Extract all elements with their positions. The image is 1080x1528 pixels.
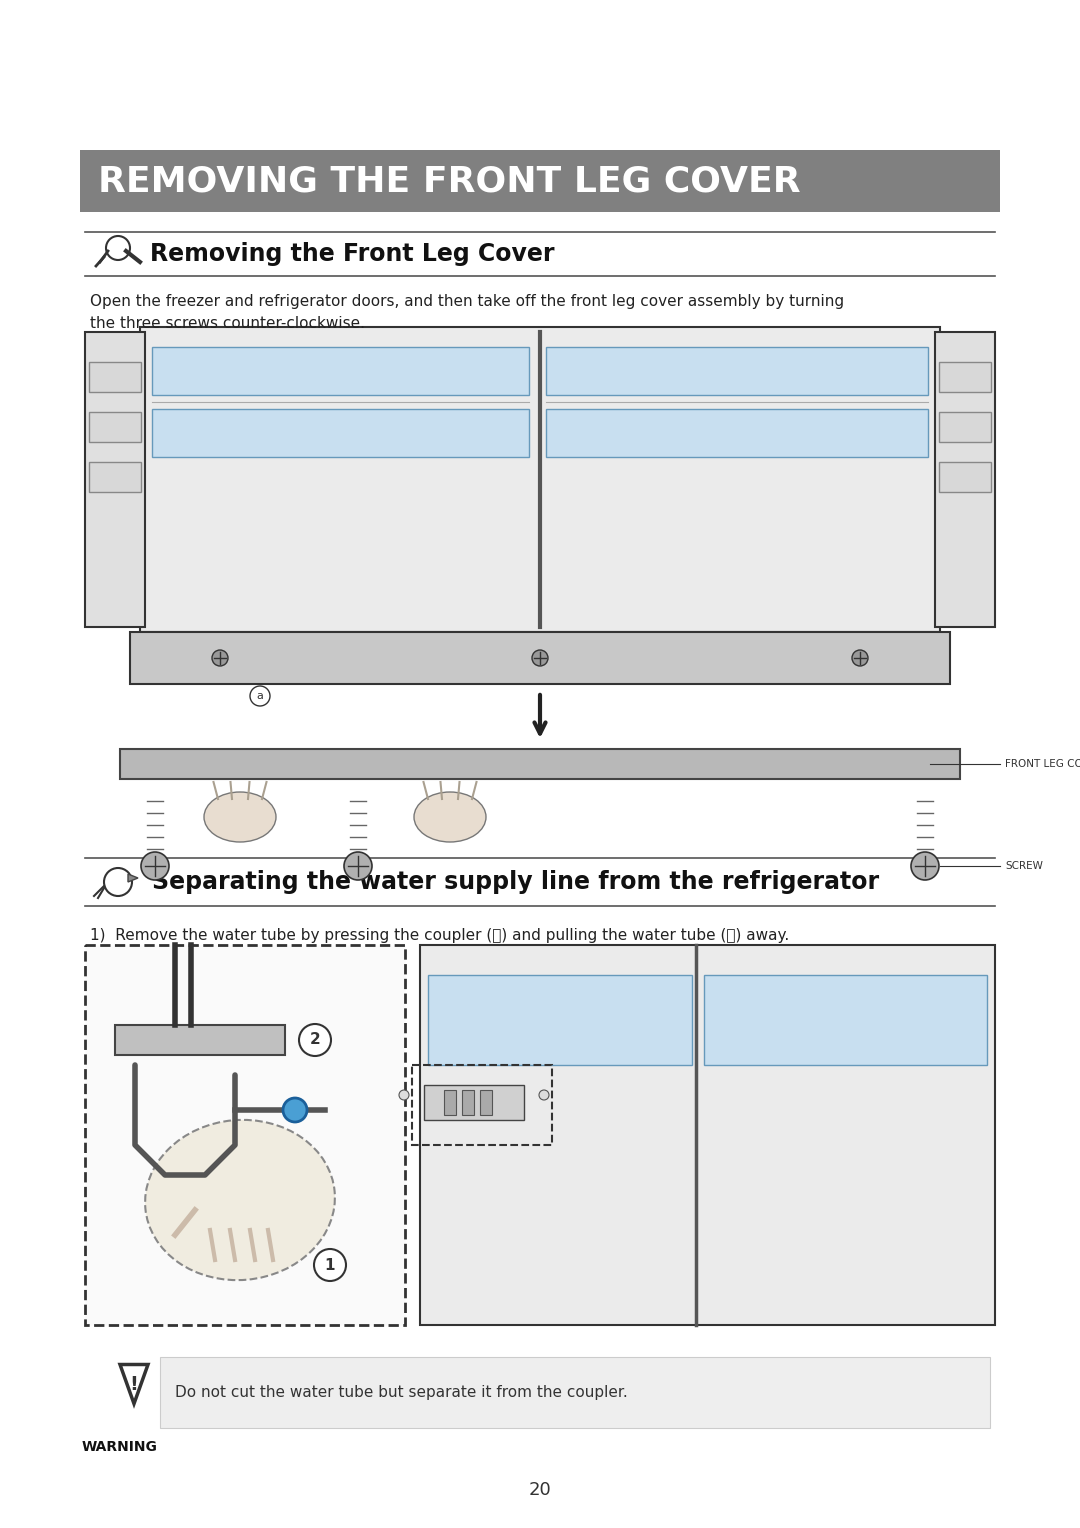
Bar xyxy=(935,332,995,626)
Bar xyxy=(939,362,991,393)
Text: Do not cut the water tube but separate it from the coupler.: Do not cut the water tube but separate i… xyxy=(175,1384,627,1400)
Circle shape xyxy=(539,1089,549,1100)
Bar xyxy=(152,347,529,396)
Circle shape xyxy=(141,853,168,880)
Text: REMOVING THE FRONT LEG COVER: REMOVING THE FRONT LEG COVER xyxy=(98,163,800,199)
Circle shape xyxy=(852,649,868,666)
Circle shape xyxy=(345,853,372,880)
Bar xyxy=(444,1089,456,1115)
Text: 1: 1 xyxy=(325,1258,335,1273)
Bar xyxy=(80,150,1000,212)
Bar xyxy=(428,975,692,1065)
Ellipse shape xyxy=(145,1120,335,1280)
Bar xyxy=(939,413,991,442)
Bar xyxy=(704,975,987,1065)
Bar xyxy=(89,413,141,442)
Polygon shape xyxy=(120,1365,148,1404)
Circle shape xyxy=(912,853,939,880)
Text: a: a xyxy=(257,691,264,701)
Bar xyxy=(85,332,145,626)
Circle shape xyxy=(299,1024,330,1056)
Circle shape xyxy=(399,1089,409,1100)
Polygon shape xyxy=(114,1025,285,1054)
Circle shape xyxy=(104,868,132,895)
Bar xyxy=(546,410,928,457)
Bar xyxy=(420,944,995,1325)
Bar xyxy=(462,1089,474,1115)
Circle shape xyxy=(314,1248,346,1280)
Circle shape xyxy=(283,1099,307,1122)
Bar xyxy=(939,461,991,492)
Bar xyxy=(130,633,950,685)
Circle shape xyxy=(212,649,228,666)
Bar xyxy=(120,749,960,779)
Bar xyxy=(411,1065,552,1144)
Circle shape xyxy=(249,686,270,706)
Circle shape xyxy=(532,649,548,666)
Bar xyxy=(424,1085,524,1120)
Polygon shape xyxy=(129,874,138,882)
Text: Separating the water supply line from the refrigerator: Separating the water supply line from th… xyxy=(152,869,879,894)
Bar xyxy=(546,347,928,396)
Ellipse shape xyxy=(414,792,486,842)
Text: Removing the Front Leg Cover: Removing the Front Leg Cover xyxy=(150,241,554,266)
Bar xyxy=(480,1089,492,1115)
Text: 1)  Remove the water tube by pressing the coupler (ⓑ) and pulling the water tube: 1) Remove the water tube by pressing the… xyxy=(90,927,789,943)
Bar xyxy=(140,327,940,633)
Bar xyxy=(89,362,141,393)
Ellipse shape xyxy=(204,792,276,842)
Bar xyxy=(85,944,405,1325)
Bar xyxy=(89,461,141,492)
Text: the three screws counter-clockwise.: the three screws counter-clockwise. xyxy=(90,316,365,332)
Text: FRONT LEG COVER: FRONT LEG COVER xyxy=(1005,759,1080,769)
Text: WARNING: WARNING xyxy=(82,1439,158,1455)
Bar xyxy=(152,410,529,457)
Text: SCREW: SCREW xyxy=(1005,860,1043,871)
Bar xyxy=(160,1357,990,1429)
Text: Open the freezer and refrigerator doors, and then take off the front leg cover a: Open the freezer and refrigerator doors,… xyxy=(90,293,845,309)
Text: !: ! xyxy=(130,1375,138,1394)
Text: 20: 20 xyxy=(528,1481,552,1499)
Text: 2: 2 xyxy=(310,1033,321,1048)
